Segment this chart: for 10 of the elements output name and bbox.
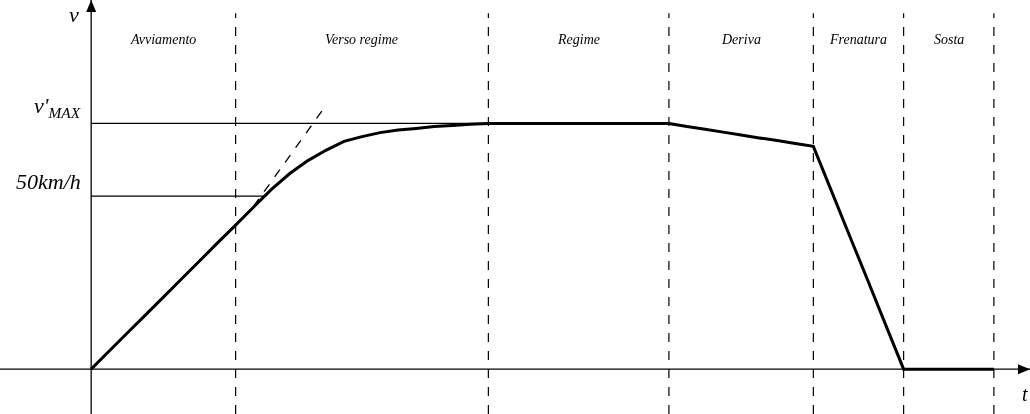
text: Frenatura [829,32,888,47]
ref-line-label: 50km/h [16,169,81,194]
y-axis-title: v [69,2,79,27]
text: Sosta [934,32,965,47]
text: Regime [557,32,600,47]
ref-line-label: v'$_{MAX}$ [34,93,81,121]
text: Verso regime [325,32,398,47]
x-axis-title: t [1022,383,1028,405]
text: Deriva [721,32,761,47]
text: Avviamento [130,32,197,47]
